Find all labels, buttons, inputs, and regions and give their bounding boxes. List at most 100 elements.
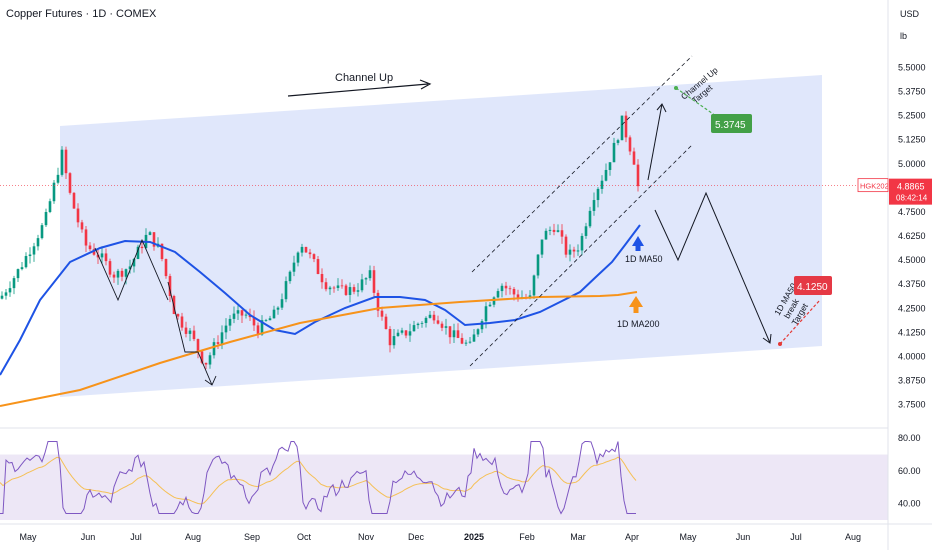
time-tick-label: Jun <box>736 532 751 542</box>
candle-body <box>188 330 192 334</box>
candle-body <box>164 259 168 277</box>
ma50-break-dot <box>778 342 782 346</box>
candle-body <box>536 254 540 276</box>
candle-body <box>372 270 376 293</box>
symbol-tag-text: HGK2025 <box>860 182 893 191</box>
candle-body <box>448 326 452 338</box>
candle-body <box>236 310 240 314</box>
rsi-line <box>0 441 636 515</box>
candle-body <box>176 314 180 317</box>
candle-body <box>600 180 604 189</box>
candle-body <box>68 173 72 193</box>
candle-body <box>160 243 164 260</box>
candle-body <box>252 317 256 326</box>
candle-body <box>208 355 212 365</box>
candle-body <box>404 330 408 336</box>
candle-body <box>136 246 140 259</box>
candle-body <box>416 323 420 326</box>
candle-body <box>504 285 508 289</box>
time-tick-label: Dec <box>408 532 425 542</box>
candle-body <box>16 269 20 279</box>
candle-body <box>432 314 436 321</box>
candle-body <box>32 246 36 255</box>
chart-title: Copper Futures · 1D · COMEX <box>6 8 157 20</box>
ascending-channel-upper <box>471 55 693 273</box>
candle-body <box>340 285 344 287</box>
price-tick-label: 5.5000 <box>898 62 926 72</box>
candle-body <box>332 287 336 289</box>
candle-body <box>0 295 4 299</box>
candle-body <box>544 230 548 240</box>
candle-body <box>528 295 532 298</box>
candle-body <box>556 230 560 232</box>
ma200-label: 1D MA200 <box>617 319 660 329</box>
candle-body <box>400 330 404 333</box>
time-tick-label: Apr <box>625 532 639 542</box>
candle-body <box>120 270 124 277</box>
candle-body <box>344 285 348 295</box>
candle-body <box>472 334 476 342</box>
candle-body <box>196 339 200 352</box>
price-tick-label: 5.3750 <box>898 87 926 97</box>
channel-target-value: 5.3745 <box>715 120 746 131</box>
candle-body <box>104 253 108 262</box>
candle-body <box>608 162 612 170</box>
candle-body <box>36 238 40 247</box>
candle-body <box>424 317 428 323</box>
candle-body <box>328 287 332 290</box>
candle-body <box>624 115 628 138</box>
candle-body <box>492 297 496 305</box>
candle-body <box>564 236 568 255</box>
candle-body <box>48 201 52 213</box>
candle-body <box>500 285 504 292</box>
symbol-tag <box>857 178 889 193</box>
candle-body <box>80 222 84 230</box>
candle-body <box>488 304 492 307</box>
candle-body <box>72 192 76 209</box>
candle-body <box>368 270 372 279</box>
candle-body <box>312 254 316 260</box>
candle-body <box>240 310 244 316</box>
candle-body <box>436 320 440 324</box>
candle-body <box>180 316 184 328</box>
candle-body <box>44 212 48 226</box>
candle-body <box>468 341 472 343</box>
candle-body <box>588 210 592 227</box>
time-tick-label: May <box>679 532 697 542</box>
currency-label: USD <box>900 9 920 19</box>
ma50-up-arrow-shaft <box>635 245 641 251</box>
candle-body <box>260 320 264 335</box>
ma200-up-arrow-shaft <box>633 306 639 313</box>
candle-body <box>604 169 608 181</box>
projection-down-path <box>654 191 771 344</box>
candle-body <box>496 291 500 298</box>
rsi-tick-label: 80.00 <box>898 433 921 443</box>
candle-body <box>300 246 304 253</box>
candle-body <box>336 285 340 288</box>
projection-down-head <box>762 333 772 344</box>
candle-body <box>548 229 552 231</box>
candle-body <box>560 230 564 237</box>
candle-body <box>568 249 572 255</box>
ma50-up-arrow-head <box>632 236 644 246</box>
candle-body <box>384 316 388 329</box>
candle-body <box>280 299 284 308</box>
time-tick-label: Feb <box>519 532 535 542</box>
candle-body <box>592 200 596 211</box>
price-tick-label: 4.3750 <box>898 279 926 289</box>
rsi-tick-label: 60.00 <box>898 466 921 476</box>
candle-body <box>552 229 556 232</box>
candle-body <box>4 292 8 296</box>
candle-body <box>612 142 616 163</box>
candle-body <box>364 278 368 280</box>
candle-body <box>420 322 424 324</box>
price-tick-label: 4.6250 <box>898 231 926 241</box>
price-tick-label: 5.1250 <box>898 135 926 145</box>
time-tick-label: Sep <box>244 532 260 542</box>
time-tick-label: Aug <box>185 532 201 542</box>
price-tick-label: 4.7500 <box>898 207 926 217</box>
candle-body <box>84 229 88 246</box>
candle-body <box>508 288 512 290</box>
candle-body <box>64 149 68 174</box>
